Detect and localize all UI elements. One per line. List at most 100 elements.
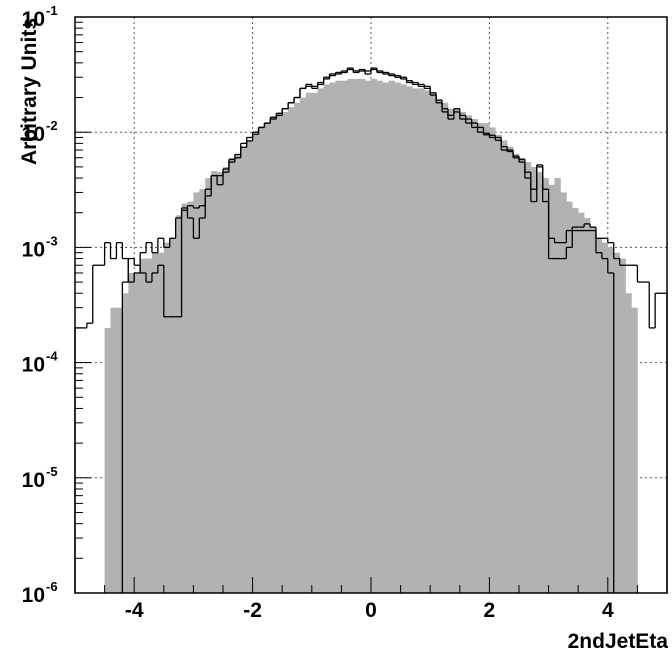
x-tick-label: 2: [484, 599, 496, 622]
y-tick-label-exponent: -5: [46, 464, 58, 479]
y-tick-label-exponent: -4: [46, 349, 58, 364]
histogram-bar: [578, 212, 585, 593]
y-tick-label-base: 10: [22, 123, 45, 146]
x-tick-label: 4: [602, 599, 614, 622]
histogram-bar: [625, 293, 632, 593]
x-tick-labels: -4 -2 0 2 4: [125, 599, 614, 622]
histogram-bar: [465, 115, 472, 593]
histogram-bar: [489, 127, 496, 593]
histogram-bar: [524, 162, 532, 593]
histogram-bar: [181, 203, 188, 593]
histogram-bar: [572, 207, 579, 593]
histogram-bar: [317, 88, 324, 594]
histogram-bar: [353, 78, 360, 593]
histogram-bar: [376, 80, 384, 594]
histogram-series: [74, 67, 668, 594]
histogram-bar: [110, 307, 117, 593]
axis-ticks: [74, 16, 668, 594]
histogram-bar: [175, 215, 182, 593]
histogram-bar: [519, 157, 526, 594]
histogram-bar: [134, 272, 141, 593]
histogram-bar: [347, 78, 354, 593]
histogram-bar: [406, 86, 413, 594]
histogram-bar: [240, 146, 247, 593]
histogram-bar: [217, 172, 224, 594]
histogram-bar: [323, 84, 330, 593]
histogram-bar: [542, 178, 549, 593]
histogram-bar: [140, 258, 147, 593]
histogram-bar: [513, 153, 520, 593]
y-tick-label: 10 -1: [22, 3, 58, 31]
histogram-bar: [388, 80, 395, 594]
histogram-bar: [412, 88, 419, 594]
y-tick-label-base: 10: [22, 238, 45, 261]
histogram-bar: [595, 238, 603, 593]
histogram-bar: [169, 238, 176, 593]
histogram-bar: [459, 111, 467, 594]
histogram-bar: [146, 258, 153, 593]
histogram-bar: [382, 82, 390, 593]
y-tick-label: 10 -5: [22, 464, 58, 492]
histogram-bar: [294, 102, 301, 594]
histogram-bar: [335, 80, 342, 594]
histogram-bar: [436, 100, 443, 593]
histogram-bar: [228, 157, 236, 594]
histogram-bar: [548, 184, 555, 593]
y-tick-label: 10 -4: [22, 349, 59, 377]
histogram-bar: [418, 88, 425, 594]
y-tick-label-exponent: -6: [46, 579, 58, 594]
histogram-bar: [329, 82, 336, 593]
histogram-bar: [193, 192, 200, 593]
histogram-bar: [471, 119, 478, 593]
y-tick-labels: 10-610-510-410-310-210-1: [22, 3, 59, 607]
histogram-bar: [601, 242, 609, 593]
x-tick-label: -2: [243, 599, 262, 622]
y-tick-label-exponent: -1: [46, 3, 58, 18]
histogram-bar: [584, 217, 591, 593]
x-tick-label: -4: [125, 599, 144, 622]
series-filled-gray: [104, 78, 638, 594]
histogram-bar: [211, 171, 218, 593]
histogram-bar: [590, 227, 597, 593]
histogram-bar: [447, 108, 455, 594]
y-tick-label: 10 -3: [22, 233, 58, 261]
y-axis-title: Arbitrary Units: [18, 18, 41, 165]
histogram-bar: [187, 201, 194, 593]
histogram-bar: [205, 178, 212, 593]
histogram-bar: [560, 192, 567, 593]
y-tick-label-exponent: -2: [46, 118, 58, 133]
histogram-bar: [501, 140, 508, 593]
histogram-bar: [163, 242, 171, 593]
histogram-bar: [234, 155, 242, 593]
y-tick-label-base: 10: [22, 584, 45, 607]
histogram-bar: [477, 123, 484, 594]
histogram-bar: [305, 92, 313, 594]
histogram-bar: [442, 102, 449, 594]
histogram-bar: [288, 107, 295, 594]
histogram-bar: [270, 117, 277, 593]
histogram-bar: [299, 97, 307, 593]
histogram-bar: [424, 90, 431, 593]
y-tick-label: 10 -2: [22, 118, 58, 146]
histogram-bar: [607, 247, 615, 593]
histogram-bar: [453, 108, 461, 594]
y-tick-label-base: 10: [22, 8, 45, 31]
histogram-bar: [613, 252, 620, 593]
histogram-bar: [554, 178, 561, 593]
histogram-bar: [536, 172, 543, 594]
histogram-bar: [365, 80, 372, 594]
y-tick-label-exponent: -3: [46, 233, 58, 248]
histogram-bar: [246, 140, 253, 593]
histogram-bar: [394, 82, 401, 593]
histogram-bar: [116, 307, 123, 593]
histogram-bar: [223, 166, 230, 593]
histogram-bar: [128, 272, 135, 593]
histogram-bar: [359, 78, 366, 593]
x-axis-title: 2ndJetEta: [568, 630, 669, 653]
histogram-bar: [199, 189, 206, 593]
histogram-bar: [157, 252, 165, 593]
histogram-bar: [282, 111, 289, 594]
histogram-bar: [311, 92, 319, 594]
histogram-bar: [122, 293, 129, 593]
